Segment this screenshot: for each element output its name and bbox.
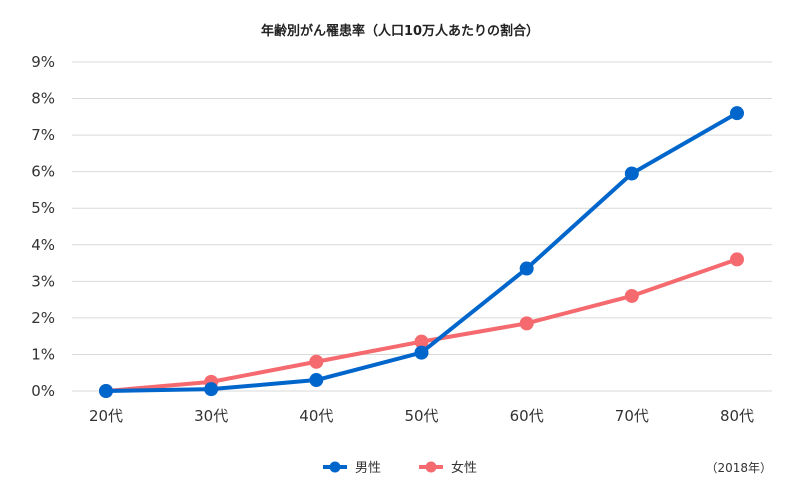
y-tick-label: 3% [31,272,55,290]
x-tick-label: 20代 [89,407,123,425]
data-point [204,382,219,397]
series-line [104,257,739,393]
legend-swatch-marker [425,461,437,473]
legend-item: 男性 [323,461,381,476]
data-point [730,252,744,267]
series-male [99,106,744,398]
data-point [519,316,534,331]
grid-lines [72,61,772,392]
chart-title: 年齢別がん罹患率（人口10万人あたりの割合） [261,23,539,39]
legend-label: 男性 [355,461,381,476]
legend-label: 女性 [451,460,477,476]
x-axis-ticks: 20代 30代 40代 50代 60代 70代 80代 [89,407,754,425]
data-point [624,166,639,181]
data-point [309,354,324,369]
y-tick-label: 2% [31,309,55,327]
y-tick-label: 1% [31,345,55,363]
data-point [414,334,429,349]
data-point [414,345,429,360]
data-point [624,288,639,303]
data-point [730,106,744,121]
year-note: （2018年） [705,461,772,475]
data-point [519,261,534,276]
y-tick-label: 4% [31,236,55,254]
x-tick-label: 70代 [615,407,649,425]
y-tick-label: 6% [31,163,55,181]
series-female [99,252,744,398]
data-point [309,373,324,388]
data-point [99,384,113,398]
y-tick-label: 7% [31,126,55,144]
legend-item: 女性 [419,460,477,476]
y-axis-ticks: 0% 1% 2% 3% 4% 5% 6% 7% 8% 9% [31,53,55,400]
y-tick-label: 5% [31,199,55,217]
y-tick-label: 0% [31,382,55,400]
x-tick-label: 40代 [299,407,333,425]
y-tick-label: 8% [31,90,55,108]
x-tick-label: 80代 [720,407,754,425]
legend: 男性 女性 [323,460,477,476]
x-tick-label: 60代 [510,407,544,425]
x-tick-label: 50代 [404,407,438,425]
y-tick-label: 9% [31,53,55,71]
series-lines [99,106,744,398]
x-tick-label: 30代 [194,407,228,425]
legend-swatch-marker [329,461,341,473]
